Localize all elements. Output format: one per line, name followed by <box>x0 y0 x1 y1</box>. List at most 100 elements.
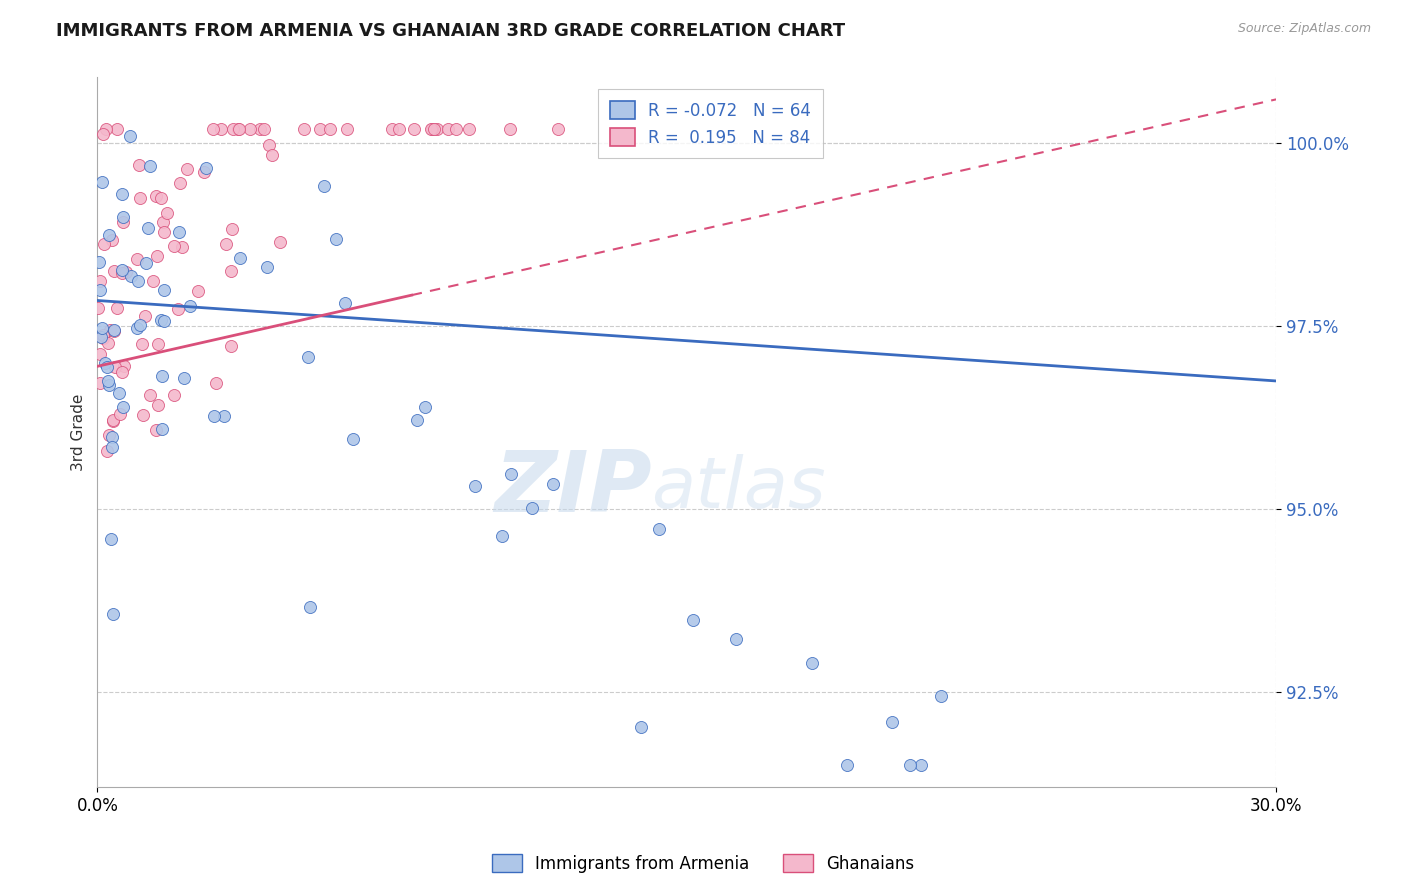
Point <box>325 232 347 246</box>
Point <box>257 138 280 153</box>
Point <box>100 429 122 443</box>
Point <box>253 121 276 136</box>
Point <box>152 215 174 229</box>
Point <box>413 400 436 414</box>
Point <box>87 255 110 269</box>
Point <box>898 758 921 772</box>
Point <box>91 327 114 342</box>
Point <box>120 268 142 283</box>
Point <box>195 161 218 176</box>
Point <box>221 338 243 352</box>
Point <box>239 121 262 136</box>
Point <box>193 164 215 178</box>
Point <box>111 215 134 229</box>
Point <box>152 314 174 328</box>
Point <box>491 529 513 543</box>
Point <box>131 337 153 351</box>
Point <box>204 376 226 391</box>
Point <box>98 378 121 392</box>
Point <box>209 121 232 136</box>
Point <box>91 127 114 141</box>
Point <box>127 320 149 334</box>
Point <box>931 689 953 703</box>
Point <box>98 323 121 337</box>
Point <box>155 206 177 220</box>
Point <box>215 237 238 252</box>
Point <box>222 121 245 136</box>
Point <box>142 274 165 288</box>
Point <box>145 249 167 263</box>
Point <box>108 407 131 421</box>
Point <box>103 323 125 337</box>
Point <box>103 413 125 427</box>
Point <box>118 128 141 143</box>
Point <box>91 321 114 335</box>
Point <box>543 477 565 491</box>
Point <box>89 274 111 288</box>
Point <box>91 331 114 345</box>
Legend: R = -0.072   N = 64, R =  0.195   N = 84: R = -0.072 N = 64, R = 0.195 N = 84 <box>598 89 823 158</box>
Point <box>173 370 195 384</box>
Point <box>105 301 128 315</box>
Point <box>127 274 149 288</box>
Point <box>111 187 134 202</box>
Point <box>103 414 125 428</box>
Point <box>179 299 201 313</box>
Point <box>420 121 443 136</box>
Point <box>139 388 162 402</box>
Point <box>101 234 124 248</box>
Point <box>169 176 191 190</box>
Text: ZIP: ZIP <box>494 448 651 531</box>
Point <box>134 309 156 323</box>
Point <box>249 121 271 136</box>
Point <box>228 252 250 266</box>
Point <box>319 121 342 136</box>
Point <box>148 398 170 412</box>
Point <box>94 121 117 136</box>
Point <box>910 758 932 772</box>
Point <box>630 720 652 734</box>
Point <box>149 191 172 205</box>
Point <box>138 221 160 235</box>
Point <box>149 313 172 327</box>
Point <box>89 376 111 391</box>
Point <box>112 400 135 414</box>
Point <box>135 256 157 270</box>
Point <box>648 522 671 536</box>
Point <box>380 121 402 136</box>
Point <box>682 613 704 627</box>
Text: IMMIGRANTS FROM ARMENIA VS GHANAIAN 3RD GRADE CORRELATION CHART: IMMIGRANTS FROM ARMENIA VS GHANAIAN 3RD … <box>56 22 845 40</box>
Point <box>115 265 138 279</box>
Point <box>103 264 125 278</box>
Point <box>336 121 359 136</box>
Point <box>150 422 173 436</box>
Y-axis label: 3rd Grade: 3rd Grade <box>72 393 86 471</box>
Point <box>150 368 173 383</box>
Point <box>176 161 198 176</box>
Point <box>426 121 449 136</box>
Point <box>170 240 193 254</box>
Point <box>93 356 115 370</box>
Point <box>520 500 543 515</box>
Point <box>725 632 748 646</box>
Point <box>111 365 134 379</box>
Point <box>444 121 467 136</box>
Point <box>256 260 278 274</box>
Point <box>260 148 283 162</box>
Point <box>501 467 523 482</box>
Point <box>105 121 128 136</box>
Point <box>167 301 190 316</box>
Point <box>101 607 124 622</box>
Point <box>153 225 176 239</box>
Point <box>269 235 291 249</box>
Point <box>139 160 162 174</box>
Point <box>96 359 118 374</box>
Point <box>309 121 332 136</box>
Point <box>146 337 169 351</box>
Point <box>201 121 224 136</box>
Point <box>104 360 127 375</box>
Point <box>145 423 167 437</box>
Point <box>228 121 250 136</box>
Point <box>90 330 112 344</box>
Point <box>436 121 458 136</box>
